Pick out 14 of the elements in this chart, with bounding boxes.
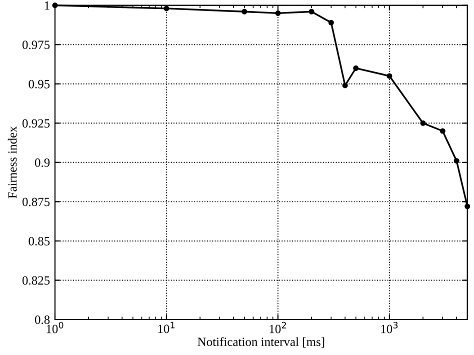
y-tick-label: 1 xyxy=(44,1,50,10)
y-tick-label: 0.925 xyxy=(22,119,50,128)
x-tick-label: 10$^{1}$ xyxy=(158,322,175,334)
y-tick-label: 0.8 xyxy=(34,316,50,324)
x-axis-title: Notification interval [ms] xyxy=(198,337,324,348)
y-tick-label: 0.975 xyxy=(22,40,50,50)
y-tick-label: 0.9 xyxy=(34,158,50,167)
y-tick-label: 0.95 xyxy=(28,80,50,88)
y-tick-label: 0.875 xyxy=(22,198,50,206)
x-tick-label: 10$^{2}$ xyxy=(270,322,286,334)
x-tick-label: 10$^{3}$ xyxy=(381,322,398,334)
y-tick-label: 0.825 xyxy=(22,276,50,285)
y-axis-title: Fairness index xyxy=(8,126,17,198)
y-tick-label: 0.85 xyxy=(28,236,50,246)
